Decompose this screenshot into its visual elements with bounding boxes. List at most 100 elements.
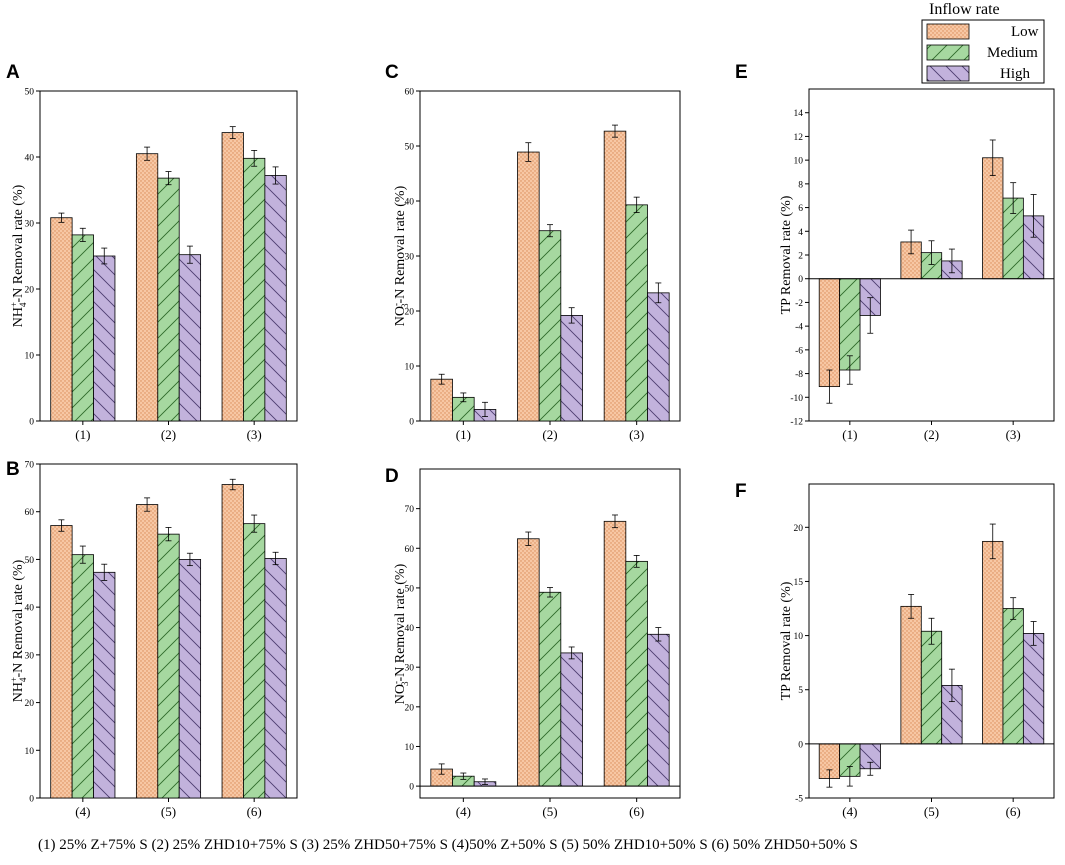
- y-tick-label: 50: [405, 143, 415, 153]
- y-tick-label: 10: [25, 352, 35, 362]
- chart-panel-e: -12 -10 -8 -6 -4 -2 0 2 4 6 8 10 12 14 TP Removal rate…: [779, 88, 1055, 442]
- bar-b-high-3: [264, 558, 287, 799]
- x-tick-label: (4): [75, 804, 90, 819]
- y-tick-label: 2: [798, 252, 803, 262]
- y-tick-label: 0: [409, 783, 414, 793]
- x-tick-label: (5): [542, 804, 557, 819]
- bar-d-low-3: [603, 520, 627, 787]
- y-tick-label: 20: [794, 524, 804, 534]
- panel-label-d: D: [385, 466, 399, 487]
- y-tick-label: 10: [794, 157, 804, 167]
- y-tick-label: 50: [25, 556, 35, 566]
- panel-label-a: A: [6, 62, 20, 83]
- panel-label-e: E: [735, 62, 748, 83]
- y-tick-label: -12: [790, 418, 803, 428]
- bar-c-high-3: [647, 292, 670, 422]
- y-tick-label: 40: [405, 624, 415, 634]
- bar-c-low-3: [603, 130, 627, 422]
- chart-panel-c: 0 10 20 30 40 50 60 NO-3-N Removal rate (%) (1) (…: [391, 88, 681, 442]
- legend-label-medium: Medium: [987, 45, 1038, 61]
- bar-a-medium-2: [157, 177, 180, 422]
- x-tick-label: (2): [161, 427, 176, 442]
- bar-c-medium-2: [538, 230, 562, 422]
- legend-label-low: Low: [1011, 24, 1039, 40]
- bar-b-high-1: [93, 571, 116, 799]
- x-tick-label: (6): [1006, 804, 1021, 819]
- y-axis-label: NO-3-N Removal rate (%): [391, 185, 410, 326]
- y-axis-label: NH+4-N Removal rate (%): [9, 559, 28, 702]
- bar-a-low-1: [50, 217, 73, 422]
- y-tick-label: 30: [405, 253, 415, 263]
- bar-b-low-1: [50, 525, 73, 799]
- x-tick-label: (3): [629, 427, 644, 442]
- y-axis-label: TP Removal rate (%): [779, 195, 794, 314]
- y-tick-label: 6: [798, 204, 803, 214]
- bar-a-medium-3: [243, 157, 266, 422]
- bar-d-low-2: [517, 538, 540, 787]
- chart-panel-f: -5 0 5 10 15 20 TP Removal rate (%) (4) (5) (6): [779, 483, 1055, 819]
- x-tick-label: (5): [924, 804, 939, 819]
- y-tick-label: 10: [405, 363, 415, 373]
- bar-f-high-3: [1022, 633, 1045, 745]
- bar-f-medium-2: [920, 630, 943, 745]
- y-axis-label: TP Removal rate (%): [779, 581, 794, 700]
- bar-f-low-2: [900, 605, 922, 745]
- y-tick-label: 30: [25, 651, 35, 661]
- y-tick-label: 10: [794, 632, 804, 642]
- y-axis-label: NH+4-N Removal rate (%): [9, 184, 28, 327]
- bar-b-high-2: [178, 559, 202, 799]
- y-tick-label: 20: [25, 699, 35, 709]
- y-axis-label: NO-3-N Removal rate (%): [391, 563, 410, 704]
- x-tick-label: (3): [247, 427, 262, 442]
- x-tick-label: (2): [542, 427, 557, 442]
- y-tick-label: 20: [25, 286, 35, 296]
- x-tick-label: (6): [247, 804, 262, 819]
- bar-a-high-2: [178, 254, 202, 422]
- x-tick-label: (2): [924, 427, 939, 442]
- figure-caption: (1) 25% Z+75% S (2) 25% ZHD10+75% S (3) …: [38, 837, 858, 853]
- bar-a-high-3: [264, 175, 287, 422]
- panel-label-c: C: [385, 62, 399, 83]
- y-tick-label: 12: [794, 133, 804, 143]
- bar-d-high-3: [647, 633, 670, 787]
- chart-panel-d: 0 10 20 30 40 50 60 70 NO-3-N Removal rate (%) (4…: [391, 468, 681, 819]
- panel-label-b: B: [6, 459, 20, 480]
- y-tick-label: 30: [405, 664, 415, 674]
- legend-swatch-medium: [926, 44, 970, 61]
- y-tick-label: 50: [405, 584, 415, 594]
- bar-c-high-2: [560, 314, 583, 422]
- x-tick-label: (3): [1006, 427, 1021, 442]
- bar-d-medium-2: [538, 591, 562, 787]
- legend: Inflow rate Low Medium High: [921, 1, 1045, 84]
- y-tick-label: 14: [794, 109, 804, 119]
- y-tick-label: 10: [405, 743, 415, 753]
- chart-panel-b: 0 10 20 30 40 50 60 70 NH+4-N Removal rate (%) (4…: [9, 461, 298, 819]
- bar-b-medium-3: [243, 523, 266, 799]
- y-tick-label: -6: [795, 346, 803, 356]
- x-tick-label: (1): [75, 427, 90, 442]
- y-tick-label: 70: [405, 505, 415, 515]
- y-tick-label: 70: [25, 461, 35, 471]
- panel-label-f: F: [735, 481, 747, 502]
- bar-c-low-1: [430, 378, 453, 422]
- y-tick-label: 0: [29, 795, 34, 805]
- y-tick-label: 0: [798, 275, 803, 285]
- y-tick-label: 60: [405, 88, 415, 98]
- bar-a-high-1: [93, 255, 116, 422]
- bar-c-medium-3: [625, 204, 648, 422]
- y-tick-label: 4: [798, 228, 803, 238]
- bar-b-medium-1: [71, 554, 94, 799]
- y-tick-label: 60: [25, 508, 35, 518]
- y-tick-label: 40: [405, 198, 415, 208]
- y-tick-label: 40: [25, 154, 35, 164]
- y-tick-label: 0: [409, 418, 414, 428]
- y-tick-label: 60: [405, 545, 415, 555]
- y-tick-label: 0: [29, 418, 34, 428]
- bar-f-low-3: [982, 540, 1004, 745]
- x-tick-label: (5): [161, 804, 176, 819]
- x-tick-label: (1): [456, 427, 471, 442]
- y-tick-label: 20: [405, 703, 415, 713]
- x-tick-label: (6): [629, 804, 644, 819]
- y-tick-label: 0: [798, 740, 803, 750]
